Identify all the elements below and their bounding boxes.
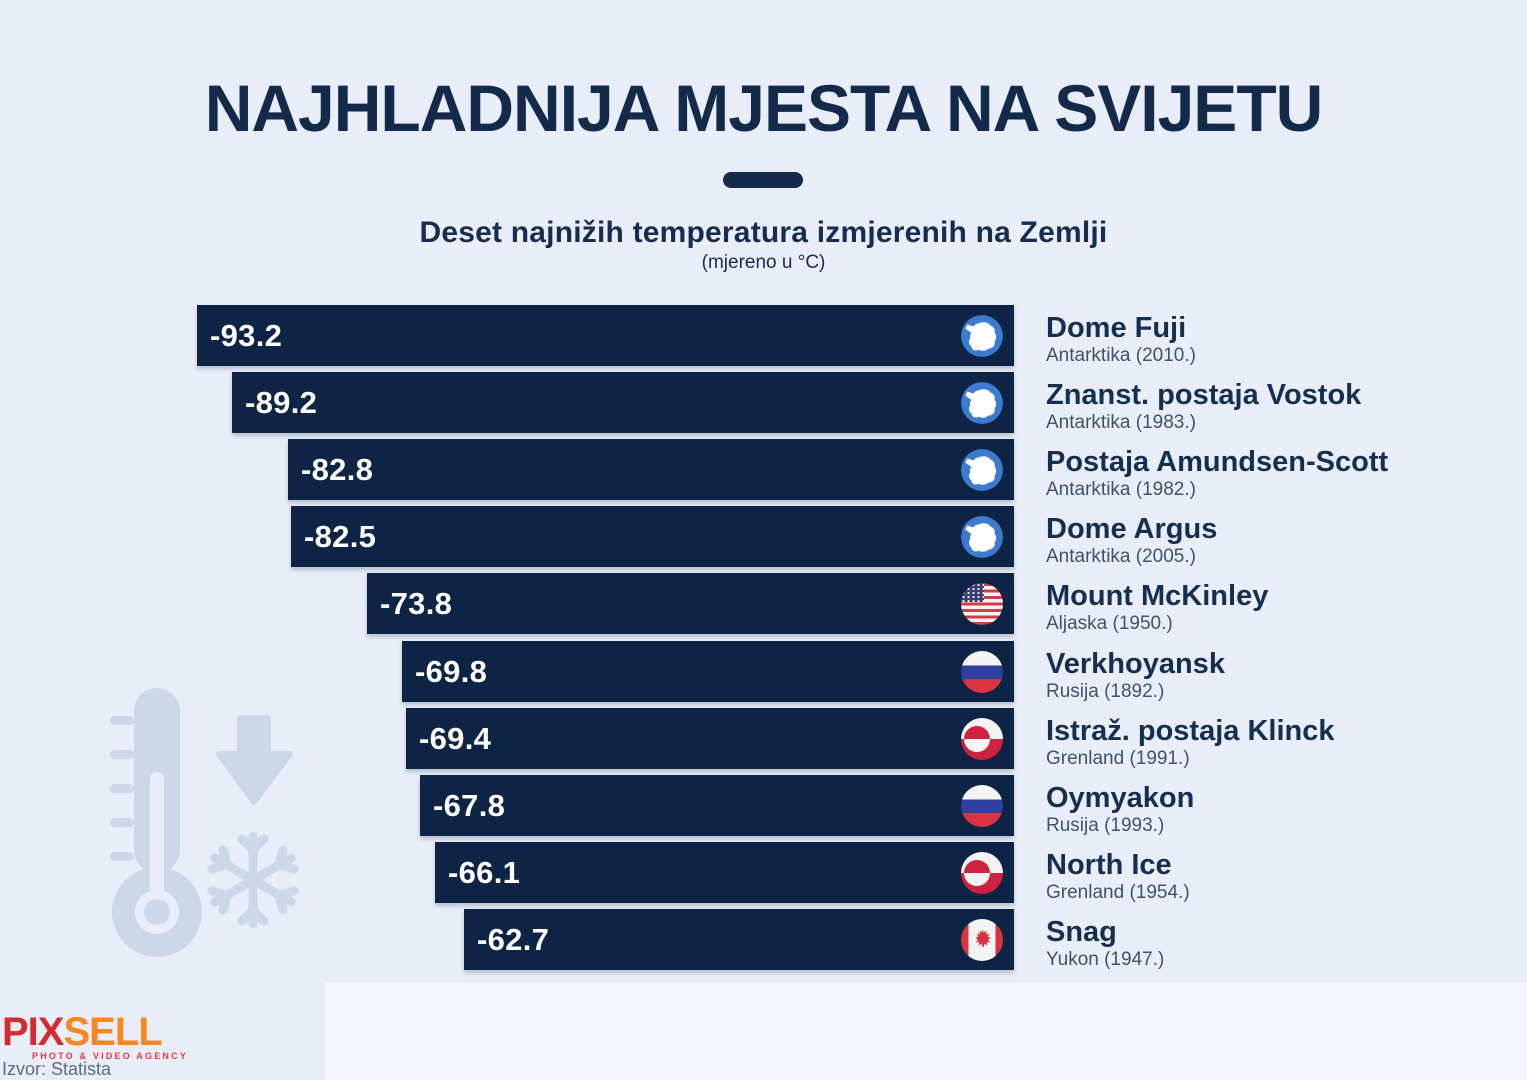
greenland-flag-icon: [961, 851, 1003, 894]
antarctica-flag-icon: [961, 381, 1003, 424]
place-detail: Antarktika (1982.): [1046, 479, 1196, 500]
temperature-bar: -93.2: [197, 305, 1014, 366]
logo-part-pix: PIX: [2, 1010, 64, 1054]
place-name: Postaja Amundsen-Scott: [1046, 446, 1389, 478]
temperature-bar: -67.8: [420, 775, 1014, 836]
place-detail: Antarktika (2005.): [1046, 546, 1196, 567]
place-detail: Aljaska (1950.): [1046, 613, 1173, 634]
antarctica-flag-icon: [961, 314, 1003, 357]
place-name: Dome Argus: [1046, 513, 1218, 545]
bar-row: -67.8 Oymyakon Rusija (1993.): [0, 775, 1527, 836]
thermometer-icon: [104, 680, 204, 965]
temperature-bar: -82.5: [291, 506, 1014, 567]
bar-row: -93.2 Dome Fuji Antarktika (2010.): [0, 305, 1527, 366]
bar-row: -73.8 Mount McKinley Aljaska (1950.): [0, 573, 1527, 634]
place-detail: Antarktika (2010.): [1046, 345, 1196, 366]
place-name: Snag: [1046, 916, 1117, 948]
place-detail: Grenland (1954.): [1046, 882, 1190, 903]
temperature-bar: -69.8: [402, 641, 1014, 702]
source-note: Izvor: Statista: [2, 1059, 112, 1079]
place-name: Oymyakon: [1046, 782, 1195, 814]
temperature-value: -67.8: [433, 787, 506, 823]
temperature-value: -73.8: [380, 585, 453, 621]
place-detail: Rusija (1993.): [1046, 815, 1165, 836]
place-name: Znanst. postaja Vostok: [1046, 379, 1362, 411]
place-name: Mount McKinley: [1046, 580, 1269, 612]
temperature-bar: -73.8: [367, 573, 1014, 634]
temperature-bar: -69.4: [406, 708, 1014, 769]
place-detail: Grenland (1991.): [1046, 748, 1190, 769]
temperature-value: -62.7: [477, 921, 550, 957]
snowflake-icon: [203, 828, 303, 932]
russia-flag-icon: [961, 650, 1003, 693]
temperature-value: -93.2: [210, 317, 283, 353]
bar-row: -66.1 North Ice Grenland (1954.): [0, 842, 1527, 903]
temperature-value: -69.8: [415, 653, 488, 689]
bar-row: -82.5 Dome Argus Antarktika (2005.): [0, 506, 1527, 567]
temperature-value: -69.4: [419, 720, 492, 756]
temperature-bar: -66.1: [435, 842, 1014, 903]
page-title: NAJHLADNIJA MJESTA NA SVIJETU: [204, 71, 1324, 145]
bar-row: -69.4 Istraž. postaja Klinck Grenland (1…: [0, 708, 1527, 769]
bar-row: -69.8 Verkhoyansk Rusija (1892.): [0, 641, 1527, 702]
place-name: Verkhoyansk: [1046, 648, 1225, 680]
place-detail: Antarktika (1983.): [1046, 412, 1196, 433]
temperature-bar: -89.2: [232, 372, 1014, 433]
temperature-value: -82.5: [304, 518, 377, 554]
pixsell-logo: PIXSELL: [2, 1010, 163, 1054]
usa-flag-icon: [961, 582, 1003, 625]
logo-part-sell: SELL: [63, 1010, 162, 1054]
bar-row: -89.2 Znanst. postaja Vostok Antarktika …: [0, 372, 1527, 433]
temperature-value: -89.2: [245, 384, 318, 420]
russia-flag-icon: [961, 784, 1003, 827]
antarctica-flag-icon: [961, 448, 1003, 491]
canada-flag-icon: [961, 918, 1003, 961]
place-name: Dome Fuji: [1046, 312, 1187, 344]
temperature-bar: -82.8: [288, 439, 1014, 500]
place-name: North Ice: [1046, 849, 1172, 881]
down-arrow-icon: [213, 714, 295, 808]
temperature-value: -82.8: [301, 451, 374, 487]
place-detail: Yukon (1947.): [1046, 949, 1165, 970]
antarctica-flag-icon: [961, 515, 1003, 558]
bar-row: -62.7 Snag Yukon (1947.): [0, 909, 1527, 970]
title-divider: [723, 172, 803, 188]
place-detail: Rusija (1892.): [1046, 681, 1165, 702]
footer-band: [325, 982, 1527, 1080]
chart-subtitle: Deset najnižih temperatura izmjerenih na…: [419, 216, 1108, 249]
place-name: Istraž. postaja Klinck: [1046, 715, 1335, 747]
unit-note: (mjereno u °C): [701, 252, 826, 273]
temperature-value: -66.1: [448, 854, 521, 890]
logo-tagline: PHOTO & VIDEO AGENCY: [32, 1051, 189, 1061]
temperature-bar: -62.7: [464, 909, 1014, 970]
bar-row: -82.8 Postaja Amundsen-Scott Antarktika …: [0, 439, 1527, 500]
greenland-flag-icon: [961, 717, 1003, 760]
